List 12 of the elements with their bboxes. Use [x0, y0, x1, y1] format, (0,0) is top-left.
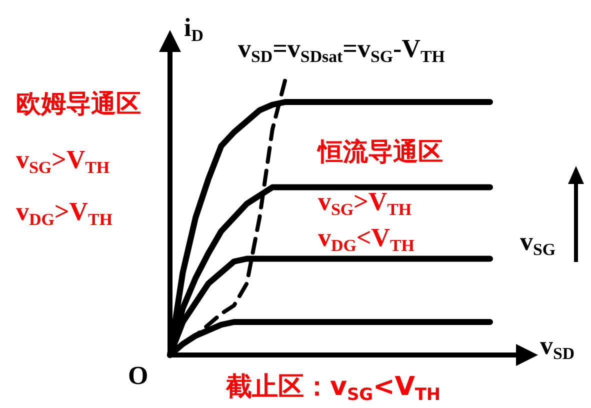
- text: v$_{SD}$=v$_{SDsat}$=v$_{SG}$-V$_{TH}$: [238, 34, 445, 66]
- annotation: v$_{DG}$<V$_{TH}$: [318, 223, 414, 256]
- text: v$_{SG}$>V$_{TH}$: [16, 145, 110, 178]
- annotation: v$_{SG}$>V$_{TH}$: [318, 187, 412, 220]
- x-axis-title: v$_{SD}$: [540, 331, 575, 364]
- y-axis-title: i$_{D}$: [184, 13, 204, 46]
- text: 欧姆导通区: [16, 89, 141, 118]
- text: v$_{DG}$>V$_{TH}$: [16, 197, 112, 230]
- text: O: [128, 361, 148, 390]
- text: v$_{SG}$: [520, 227, 556, 260]
- annotation: 恒流导通区: [316, 137, 443, 166]
- text: 截止区：v$_{SG}$<V$_{TH}$: [225, 372, 441, 404]
